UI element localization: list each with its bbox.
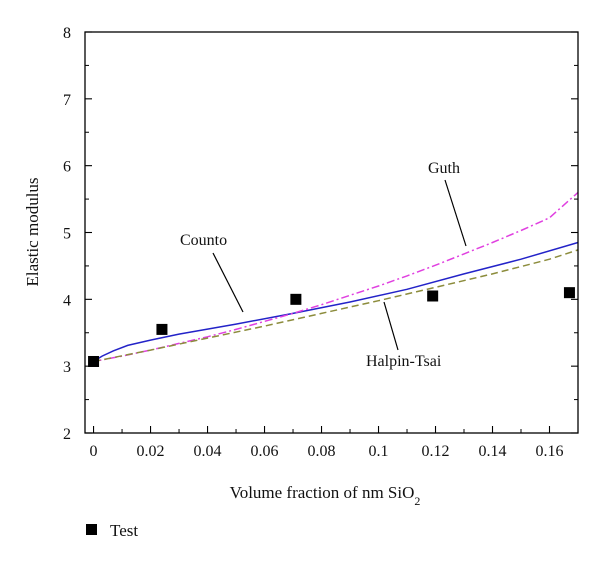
data-point-test bbox=[88, 355, 100, 367]
y-tick-label: 8 bbox=[63, 25, 71, 42]
series-line-counto bbox=[93, 241, 579, 363]
legend-label-test: Test bbox=[110, 521, 138, 540]
x-axis-title: Volume fraction of nm SiO2 bbox=[230, 483, 421, 508]
x-tick-label: 0.08 bbox=[308, 443, 336, 460]
y-tick-label: 7 bbox=[63, 92, 71, 109]
x-tick-label: 0.04 bbox=[194, 443, 222, 460]
y-tick-label: 2 bbox=[63, 426, 71, 443]
annotation-halpin-tsai: Halpin-Tsai bbox=[366, 353, 442, 370]
x-tick-label: 0 bbox=[90, 443, 98, 460]
annotations: Guth Counto Halpin-Tsai bbox=[180, 160, 467, 370]
y-tick-label: 5 bbox=[63, 226, 71, 243]
series-line-halpin-tsai bbox=[93, 249, 579, 363]
legend: Test bbox=[86, 521, 138, 540]
y-tick-label: 3 bbox=[63, 359, 71, 376]
x-tick-label: 0.16 bbox=[536, 443, 564, 460]
annotation-counto-leader bbox=[212, 252, 244, 313]
plot-area bbox=[88, 191, 579, 367]
y-tick-label: 4 bbox=[63, 292, 71, 309]
x-tick-label: 0.02 bbox=[137, 443, 165, 460]
axes: 0 0.02 0.04 0.06 0.08 0.1 0.12 0.14 0.16 2 3 4 5 6 7 8 bbox=[63, 25, 579, 460]
y-tick-label: 6 bbox=[63, 159, 71, 176]
annotation-guth-leader bbox=[444, 179, 467, 247]
plot-frame bbox=[84, 31, 579, 434]
legend-marker-test bbox=[86, 524, 97, 535]
annotation-guth: Guth bbox=[428, 160, 460, 177]
y-axis-title: Elastic modulus bbox=[23, 177, 42, 286]
data-point-test bbox=[427, 290, 439, 302]
x-tick-label: 0.1 bbox=[369, 443, 389, 460]
annotation-halpin-tsai-leader bbox=[383, 301, 399, 351]
data-point-test bbox=[563, 287, 575, 299]
x-tick-label: 0.06 bbox=[251, 443, 279, 460]
x-tick-label: 0.12 bbox=[422, 443, 450, 460]
data-point-test bbox=[156, 323, 168, 335]
x-tick-label: 0.14 bbox=[479, 443, 507, 460]
x-axis-title-main: Volume fraction of nm SiO bbox=[230, 483, 415, 502]
x-axis-title-subscript: 2 bbox=[414, 494, 420, 508]
data-point-test bbox=[290, 293, 302, 305]
annotation-counto: Counto bbox=[180, 232, 227, 249]
